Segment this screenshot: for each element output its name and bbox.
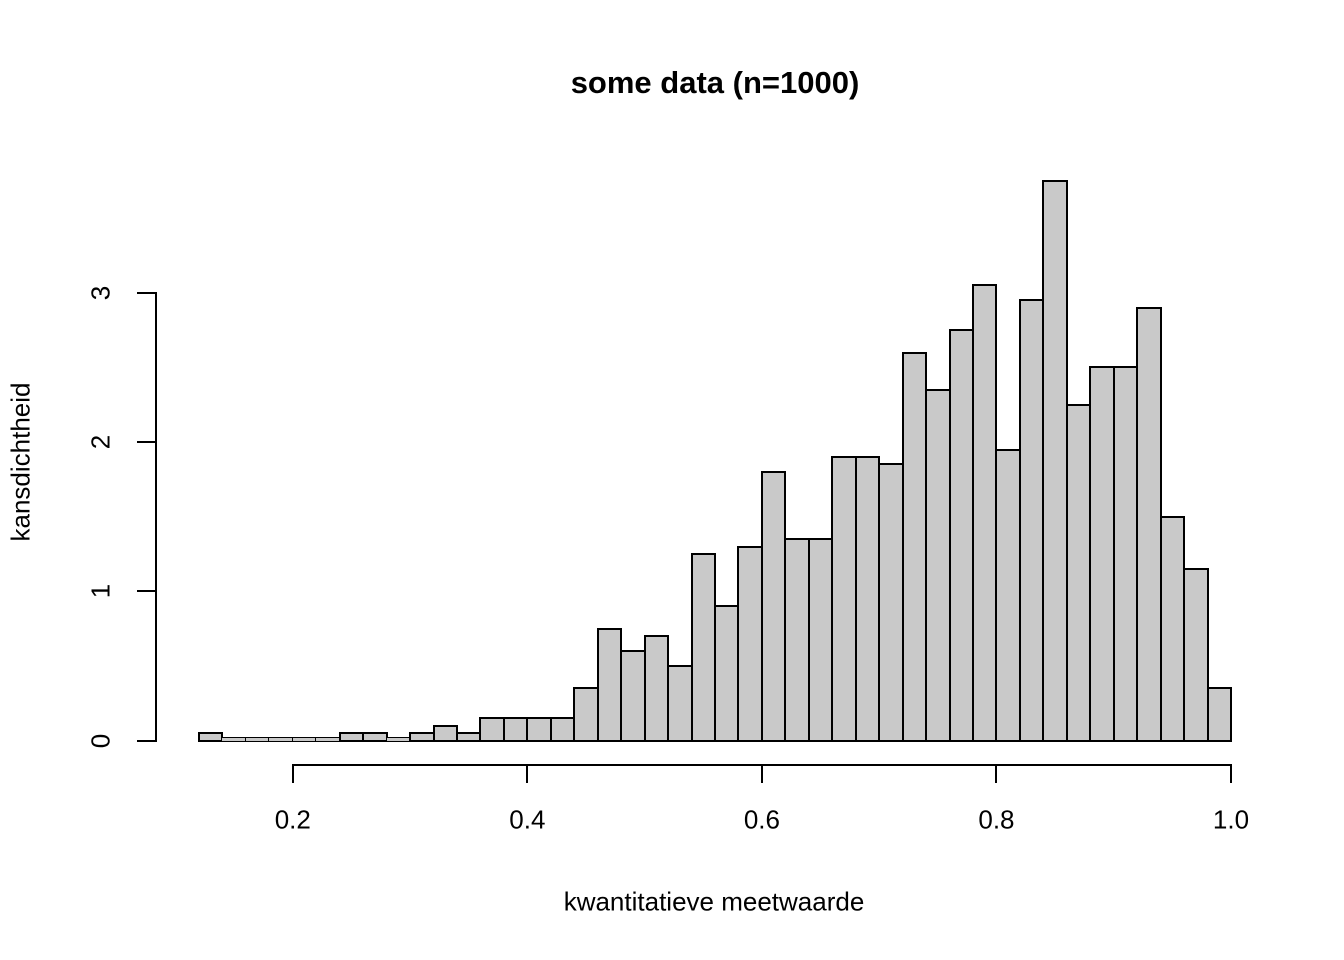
histogram-bar xyxy=(455,732,482,742)
histogram-bar xyxy=(596,627,623,742)
histogram-bar xyxy=(1018,299,1045,742)
histogram-bar xyxy=(197,732,224,742)
histogram-bar xyxy=(643,635,670,742)
histogram-zero-bin xyxy=(221,736,247,742)
histogram-bar xyxy=(1159,515,1186,742)
histogram-zero-bin xyxy=(315,736,341,742)
histogram-bar xyxy=(502,717,529,742)
histogram-bar xyxy=(1065,403,1092,742)
histogram-bar xyxy=(1112,366,1139,742)
histogram-bar xyxy=(549,717,576,742)
x-tick-label: 0.2 xyxy=(274,804,311,835)
histogram-bar xyxy=(1089,366,1115,742)
y-axis-tick xyxy=(137,590,155,593)
histogram-bar xyxy=(760,470,787,742)
histogram-bar xyxy=(338,732,365,742)
histogram-bar xyxy=(807,538,834,742)
histogram-bar xyxy=(713,605,740,742)
x-axis-tick xyxy=(291,764,294,783)
histogram-bar xyxy=(526,717,552,742)
histogram-bar xyxy=(620,650,646,742)
chart-title: some data (n=1000) xyxy=(570,65,860,100)
y-axis-line xyxy=(155,291,157,742)
histogram-bar xyxy=(362,732,388,742)
histogram-bar xyxy=(995,448,1021,742)
x-tick-label: 1.0 xyxy=(1212,804,1250,835)
histogram-bar xyxy=(1136,306,1162,742)
y-axis-tick xyxy=(137,441,155,444)
histogram-bar xyxy=(573,687,599,742)
histogram-bar xyxy=(948,329,974,742)
x-axis-tick xyxy=(760,764,763,783)
y-tick-label: 2 xyxy=(85,434,116,450)
histogram-bar xyxy=(878,463,904,742)
histogram-bar xyxy=(854,456,881,742)
y-tick-label: 0 xyxy=(85,733,116,748)
y-axis-tick xyxy=(137,291,155,294)
y-tick-label: 3 xyxy=(85,285,116,301)
x-axis-tick xyxy=(1230,764,1232,783)
histogram-bar xyxy=(1042,179,1068,742)
histogram-bar xyxy=(479,717,505,742)
x-tick-label: 0.6 xyxy=(743,804,780,835)
histogram-bar xyxy=(831,456,857,742)
x-axis-tick xyxy=(526,764,529,783)
y-axis-tick xyxy=(137,739,155,742)
histogram-bar xyxy=(432,724,458,742)
x-tick-label: 0.4 xyxy=(509,804,546,835)
histogram-bar xyxy=(667,665,693,742)
histogram-bar xyxy=(690,553,716,742)
histogram-zero-bin xyxy=(385,736,412,742)
histogram-bar xyxy=(925,388,951,742)
histogram-zero-bin xyxy=(244,736,271,742)
y-tick-label: 1 xyxy=(85,584,116,599)
histogram-bar xyxy=(1206,687,1232,742)
x-tick-label: 0.8 xyxy=(978,804,1015,835)
histogram-bar xyxy=(784,538,810,742)
histogram-zero-bin xyxy=(291,736,318,742)
histogram-bar xyxy=(737,545,763,742)
histogram-zero-bin xyxy=(268,736,294,742)
x-axis-tick xyxy=(995,764,998,783)
histogram-bar xyxy=(409,732,435,742)
histogram-bar xyxy=(901,351,928,742)
histogram-bar xyxy=(1183,568,1209,742)
histogram-bar xyxy=(971,284,998,742)
x-axis-title: kwantitatieve meetwaarde xyxy=(563,886,865,917)
